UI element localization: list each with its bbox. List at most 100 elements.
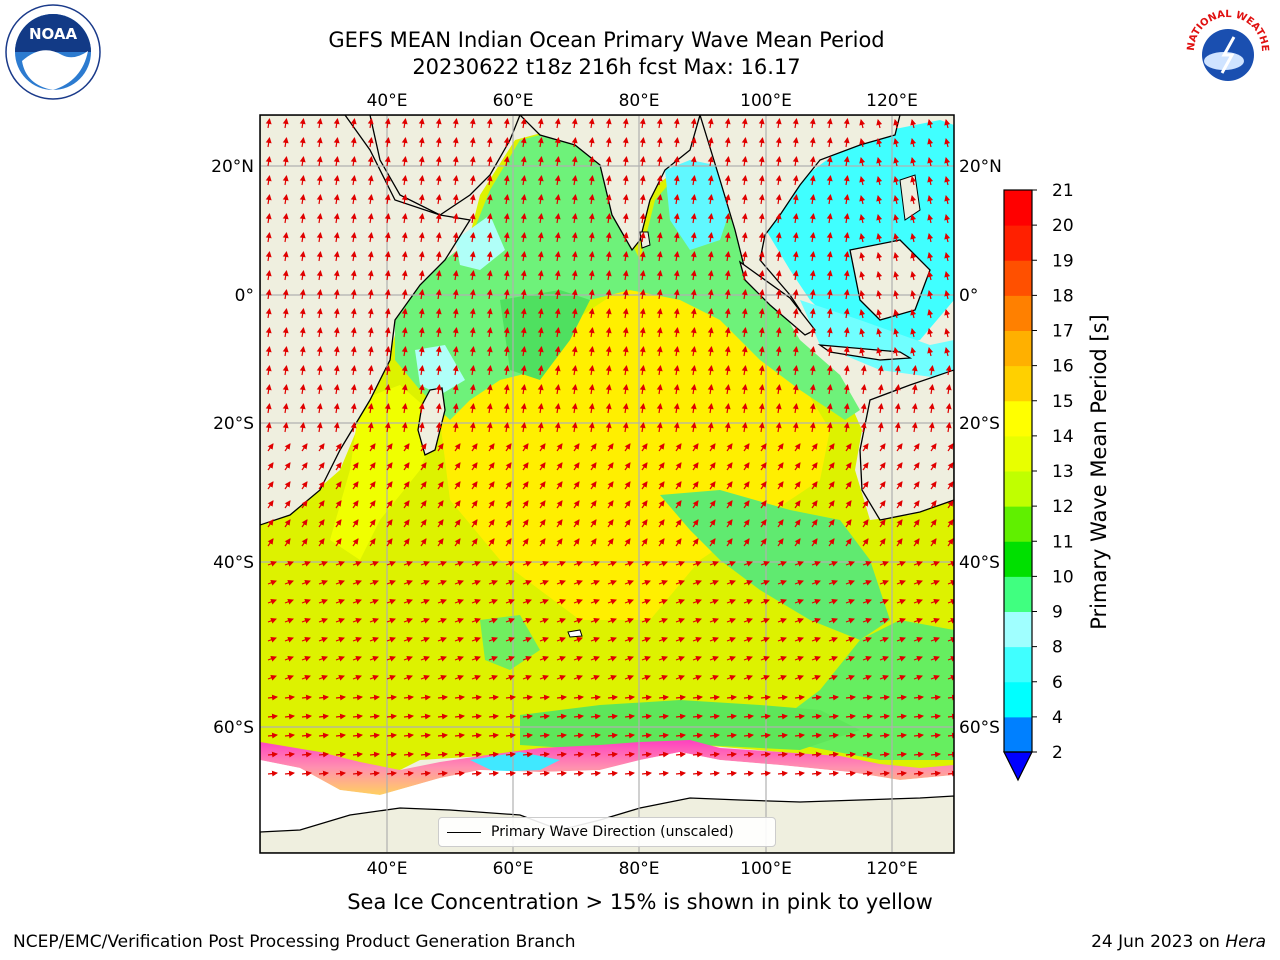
wave-arrow — [777, 481, 784, 490]
wave-arrow — [350, 403, 357, 414]
wave-arrow — [316, 175, 323, 186]
wave-arrow — [743, 500, 750, 509]
wave-arrow — [777, 500, 784, 509]
wave-arrow — [792, 194, 799, 205]
wave-arrow — [522, 481, 529, 490]
wave-arrow — [469, 346, 476, 357]
wave-arrow — [437, 462, 444, 471]
wave-arrow — [724, 213, 731, 224]
wave-arrow — [622, 232, 629, 243]
wave-arrow — [945, 384, 952, 395]
wave-arrow — [927, 309, 934, 319]
wave-arrow — [571, 384, 578, 395]
colorbar-band — [1004, 471, 1032, 507]
wave-arrow — [503, 156, 510, 167]
wave-arrow — [520, 251, 527, 262]
wave-arrow — [386, 462, 393, 471]
top-tick-label: 60°E — [493, 91, 534, 111]
wave-arrow — [792, 251, 799, 262]
wave-arrow — [590, 481, 597, 490]
wave-arrow — [571, 213, 578, 224]
wave-arrow — [826, 251, 833, 262]
wave-arrow — [418, 289, 425, 300]
wave-arrow — [588, 251, 595, 262]
wave-arrow — [282, 251, 289, 262]
right-tick-label: 20°S — [959, 414, 1000, 434]
wave-arrow — [588, 308, 595, 319]
wave-arrow — [910, 309, 917, 319]
wave-arrow — [333, 422, 340, 433]
wave-arrow — [622, 403, 629, 414]
wave-arrow — [265, 422, 272, 433]
wave-arrow — [945, 422, 952, 433]
wave-arrow — [826, 422, 833, 433]
wave-arrow — [435, 384, 442, 395]
wave-arrow — [809, 327, 816, 338]
wave-arrow — [726, 443, 733, 452]
wave-arrow — [539, 481, 546, 490]
right-tick-label: 20°N — [959, 157, 1002, 177]
wave-arrow — [743, 481, 750, 490]
wave-arrow — [876, 195, 883, 205]
wave-arrow — [707, 156, 714, 167]
wave-arrow — [828, 443, 835, 452]
wave-arrow — [927, 214, 934, 224]
wave-arrow — [656, 270, 663, 281]
wave-arrow — [469, 137, 476, 148]
wave-arrow — [299, 232, 306, 243]
wave-arrow — [299, 365, 306, 376]
wave-arrow — [859, 290, 866, 300]
wave-arrow — [724, 251, 731, 262]
wave-arrow — [471, 500, 478, 509]
wave-arrow — [692, 500, 699, 509]
wave-arrow — [809, 175, 816, 186]
wave-arrow — [435, 213, 442, 224]
noaa-logo: NOAA — [4, 3, 102, 105]
wave-arrow — [707, 270, 714, 281]
wave-arrow — [452, 251, 459, 262]
wave-arrow — [350, 194, 357, 205]
wave-arrow — [811, 481, 818, 490]
wave-arrow — [673, 232, 680, 243]
colorbar-tick-label: 20 — [1052, 216, 1074, 236]
wave-arrow — [690, 365, 697, 376]
wave-arrow — [556, 462, 563, 471]
sea-ice-cyan — [470, 752, 560, 772]
wave-arrow — [418, 403, 425, 414]
wave-arrow — [826, 403, 833, 414]
wave-arrow — [724, 232, 731, 243]
wave-arrow — [707, 289, 714, 300]
wave-arrow — [386, 443, 393, 452]
wave-arrow — [656, 118, 663, 129]
wave-arrow — [539, 500, 546, 509]
wave-arrow — [673, 327, 680, 338]
wave-arrow — [724, 194, 731, 205]
wave-arrow — [639, 137, 646, 148]
wave-arrow — [707, 365, 714, 376]
wave-arrow — [537, 403, 544, 414]
wave-arrow — [454, 500, 461, 509]
wave-arrow — [792, 327, 799, 338]
wave-arrow — [588, 346, 595, 357]
wave-arrow — [859, 252, 866, 262]
wave-arrow — [265, 289, 272, 300]
wave-arrow — [335, 481, 342, 490]
wave-arrow — [588, 156, 595, 167]
wave-arrow — [333, 251, 340, 262]
wave-arrow — [282, 403, 289, 414]
wave-arrow — [893, 157, 900, 167]
wave-arrow — [709, 443, 716, 452]
colorbar-band — [1004, 190, 1032, 226]
wave-arrow — [350, 384, 357, 395]
wave-arrow — [301, 500, 308, 509]
wave-arrow — [369, 500, 376, 509]
wave-arrow — [435, 327, 442, 338]
wave-arrow — [318, 500, 325, 509]
wave-arrow — [724, 384, 731, 395]
wave-arrow — [622, 346, 629, 357]
wave-arrow — [554, 175, 561, 186]
wave-arrow — [435, 403, 442, 414]
wave-arrow — [403, 481, 410, 490]
wave-arrow — [673, 270, 680, 281]
wave-arrow — [590, 500, 597, 509]
